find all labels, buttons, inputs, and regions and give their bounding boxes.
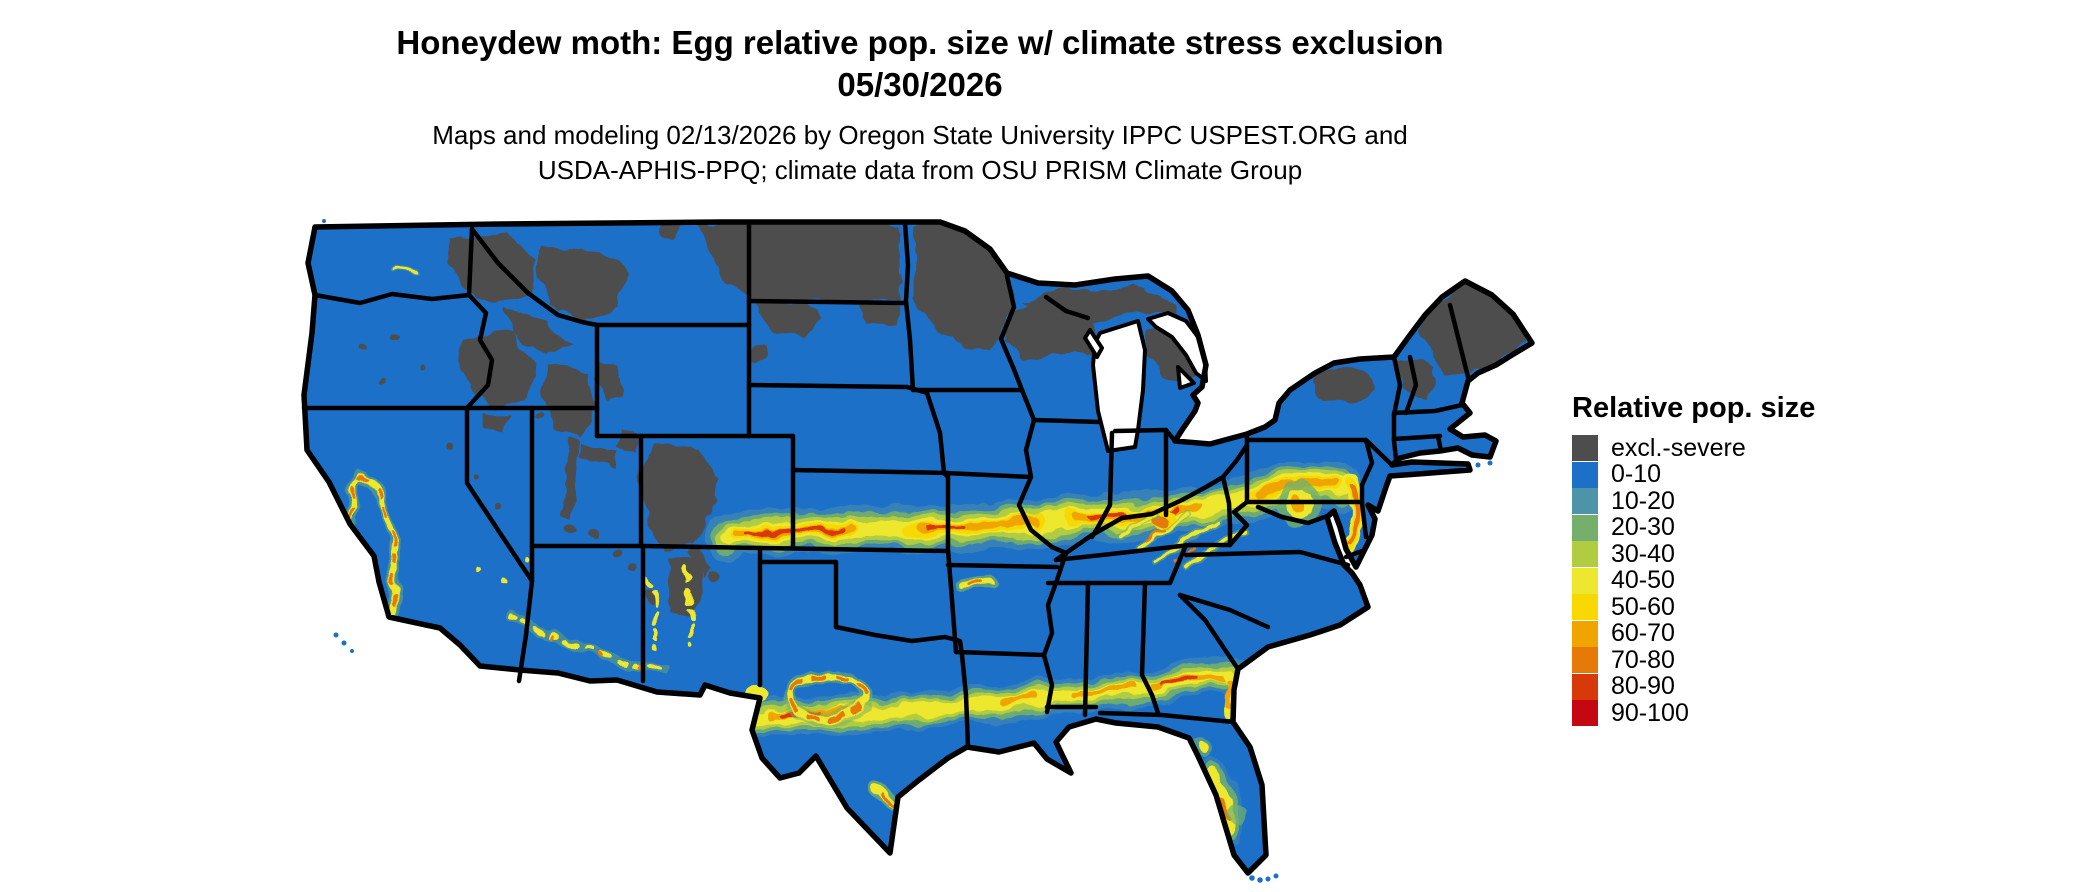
legend-item: 70-80 xyxy=(1572,645,1872,674)
islands xyxy=(322,219,1493,883)
legend-item: 90-100 xyxy=(1572,698,1872,727)
legend-swatch xyxy=(1572,594,1598,621)
lake-huron xyxy=(1146,311,1208,383)
legend-label: 90-100 xyxy=(1611,698,1689,727)
great-lakes xyxy=(1083,311,1208,453)
map-subtitle-2: USDA-APHIS-PPQ; climate data from OSU PR… xyxy=(537,155,1303,185)
legend-swatch xyxy=(1572,461,1598,488)
legend-label: 60-70 xyxy=(1611,619,1675,648)
green-bay xyxy=(1083,328,1104,359)
legend-swatch xyxy=(1572,647,1598,674)
legend-item: 80-90 xyxy=(1572,672,1872,701)
map-subtitle-1: Maps and modeling 02/13/2026 by Oregon S… xyxy=(432,120,1408,150)
us-map xyxy=(300,219,1545,883)
legend-swatch xyxy=(1572,435,1598,462)
legend-items: excl.-severe 0-10 10-20 20-30 30-40 40-50 50-6… xyxy=(1572,433,1872,727)
legend-swatch xyxy=(1572,620,1598,647)
legend-item: 10-20 xyxy=(1572,486,1872,515)
map-container xyxy=(300,215,1545,892)
legend-item: 50-60 xyxy=(1572,592,1872,621)
subtitle-block: Maps and modeling 02/13/2026 by Oregon S… xyxy=(0,118,1840,188)
legend-label: 10-20 xyxy=(1611,486,1675,515)
legend-label: 70-80 xyxy=(1611,645,1675,674)
legend-swatch xyxy=(1572,567,1598,594)
legend-label: 40-50 xyxy=(1611,566,1675,595)
saginaw-bay xyxy=(1176,365,1196,390)
map-title: Honeydew moth: Egg relative pop. size w/… xyxy=(396,24,1444,61)
legend-item: 30-40 xyxy=(1572,539,1872,568)
legend-swatch xyxy=(1572,488,1598,515)
lake-michigan xyxy=(1091,319,1147,453)
legend-swatch xyxy=(1572,700,1598,727)
map-date: 05/30/2026 xyxy=(837,66,1003,103)
legend-label: excl.-severe xyxy=(1611,433,1746,462)
legend-item: 40-50 xyxy=(1572,566,1872,595)
legend-label: 0-10 xyxy=(1611,460,1662,489)
legend-swatch xyxy=(1572,541,1598,568)
legend-swatch xyxy=(1572,673,1598,700)
legend-item: excl.-severe xyxy=(1572,433,1872,462)
legend-label: 30-40 xyxy=(1611,539,1675,568)
legend: Relative pop. size excl.-severe 0-10 10-20… xyxy=(1572,392,1872,727)
legend-label: 80-90 xyxy=(1611,672,1675,701)
legend-title: Relative pop. size xyxy=(1572,392,1816,424)
legend-label: 20-30 xyxy=(1611,513,1675,542)
legend-item: 0-10 xyxy=(1572,460,1872,489)
title-block: Honeydew moth: Egg relative pop. size w/… xyxy=(0,22,1840,106)
legend-item: 60-70 xyxy=(1572,619,1872,648)
legend-swatch xyxy=(1572,514,1598,541)
state-borders xyxy=(301,219,1471,750)
legend-label: 50-60 xyxy=(1611,592,1675,621)
legend-item: 20-30 xyxy=(1572,513,1872,542)
